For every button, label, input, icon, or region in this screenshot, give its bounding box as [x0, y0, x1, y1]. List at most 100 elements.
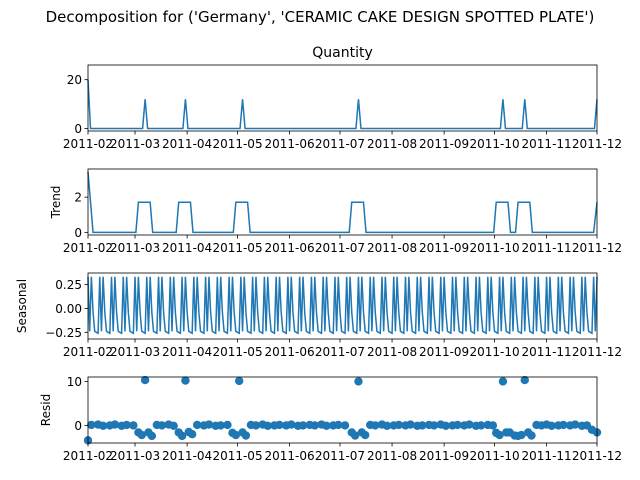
- x-tick-label: 2011-12: [572, 449, 622, 463]
- trend-line: [87, 171, 598, 234]
- x-tick-label: 2011-02: [63, 241, 113, 255]
- x-tick-label: 2011-07: [315, 345, 365, 359]
- resid-point: [360, 430, 370, 440]
- resid-point: [559, 420, 568, 430]
- resid-point: [520, 375, 529, 385]
- x-tick-label: 2011-08: [367, 241, 417, 255]
- resid-point: [371, 421, 380, 430]
- x-tick-label: 2011-09: [419, 137, 469, 151]
- x-tick-label: 2011-11: [522, 449, 572, 463]
- resid-point: [223, 420, 232, 430]
- resid-point: [340, 421, 350, 430]
- x-tick-label: 2011-04: [162, 449, 212, 463]
- x-tick-label: 2011-08: [367, 345, 417, 359]
- x-tick-label: 2011-02: [63, 137, 113, 151]
- resid-point: [204, 420, 214, 429]
- x-tick-label: 2011-05: [212, 345, 262, 359]
- x-tick-label: 2011-06: [265, 449, 315, 463]
- resid-point: [476, 421, 486, 430]
- y-axis-label: Resid: [39, 394, 53, 426]
- y-axis-label: Trend: [49, 186, 63, 220]
- resid-point: [137, 430, 146, 440]
- panel-title: Quantity: [312, 45, 373, 61]
- resid-point: [527, 431, 536, 440]
- x-tick-label: 2011-11: [522, 241, 572, 255]
- x-tick-label: 2011-03: [110, 449, 160, 463]
- resid-point: [263, 421, 272, 431]
- resid-point: [517, 430, 526, 440]
- resid-point: [275, 420, 284, 430]
- resid-point: [129, 421, 138, 430]
- resid-point: [98, 421, 108, 431]
- resid-point: [181, 376, 190, 385]
- y-tick-label: 2: [74, 191, 82, 205]
- resid-point: [241, 431, 251, 440]
- axes-frame: [87, 168, 598, 236]
- x-tick-label: 2011-04: [162, 241, 212, 255]
- x-tick-label: 2011-12: [572, 241, 622, 255]
- resid-point: [187, 430, 197, 439]
- y-tick-label: 0.00: [55, 302, 82, 316]
- resid-point: [192, 420, 202, 430]
- y-tick-label: 0: [74, 226, 82, 240]
- x-tick-label: 2011-09: [419, 345, 469, 359]
- x-tick-label: 2011-04: [162, 137, 212, 151]
- resid-point: [465, 420, 474, 429]
- resid-point: [570, 420, 580, 429]
- x-tick-label: 2011-03: [110, 241, 160, 255]
- resid-point: [394, 420, 403, 430]
- resid-point: [157, 421, 167, 430]
- x-tick-label: 2011-06: [265, 345, 315, 359]
- y-tick-label: 20: [67, 73, 82, 87]
- x-tick-label: 2011-03: [110, 137, 160, 151]
- figure-title: Decomposition for ('Germany', 'CERAMIC C…: [46, 8, 595, 26]
- resid-point: [147, 431, 157, 441]
- axes-frame: [87, 64, 598, 132]
- resid-point: [350, 431, 360, 440]
- x-tick-label: 2011-02: [63, 449, 113, 463]
- resid-point: [429, 421, 439, 430]
- x-tick-label: 2011-04: [162, 345, 212, 359]
- x-tick-label: 2011-08: [367, 137, 417, 151]
- x-tick-label: 2011-09: [419, 241, 469, 255]
- resid-point: [495, 430, 504, 440]
- resid-point: [334, 420, 343, 430]
- x-tick-label: 2011-10: [469, 449, 519, 463]
- resid-point: [177, 431, 187, 441]
- resid-point: [406, 420, 415, 429]
- resid-point: [498, 377, 508, 386]
- axes-frame: [87, 376, 598, 444]
- resid-point: [453, 420, 462, 430]
- x-tick-label: 2011-10: [469, 241, 519, 255]
- resid-point: [169, 421, 178, 431]
- resid-point: [547, 421, 556, 431]
- x-tick-label: 2011-11: [522, 345, 572, 359]
- resid-point: [418, 421, 427, 430]
- resid-point: [140, 375, 150, 385]
- resid-point: [110, 420, 120, 429]
- quantity-line: [87, 79, 598, 130]
- resid-point: [441, 421, 451, 431]
- y-axis-label: Seasonal: [15, 279, 29, 333]
- x-tick-label: 2011-12: [572, 137, 622, 151]
- resid-point: [216, 421, 225, 430]
- x-tick-label: 2011-11: [522, 137, 572, 151]
- x-tick-label: 2011-06: [265, 137, 315, 151]
- resid-point: [298, 421, 308, 430]
- x-tick-label: 2011-02: [63, 345, 113, 359]
- x-tick-label: 2011-03: [110, 345, 160, 359]
- x-tick-label: 2011-07: [315, 449, 365, 463]
- x-tick-label: 2011-05: [212, 449, 262, 463]
- seasonal-line: [87, 276, 598, 335]
- x-tick-label: 2011-06: [265, 241, 315, 255]
- resid-point: [354, 377, 363, 386]
- x-tick-label: 2011-10: [469, 345, 519, 359]
- x-tick-label: 2011-05: [212, 137, 262, 151]
- x-tick-label: 2011-07: [315, 137, 365, 151]
- axes-frame: [87, 272, 598, 340]
- y-tick-label: 10: [67, 375, 82, 389]
- resid-point: [87, 420, 96, 430]
- x-tick-label: 2011-12: [572, 345, 622, 359]
- y-tick-label: 0: [74, 419, 82, 433]
